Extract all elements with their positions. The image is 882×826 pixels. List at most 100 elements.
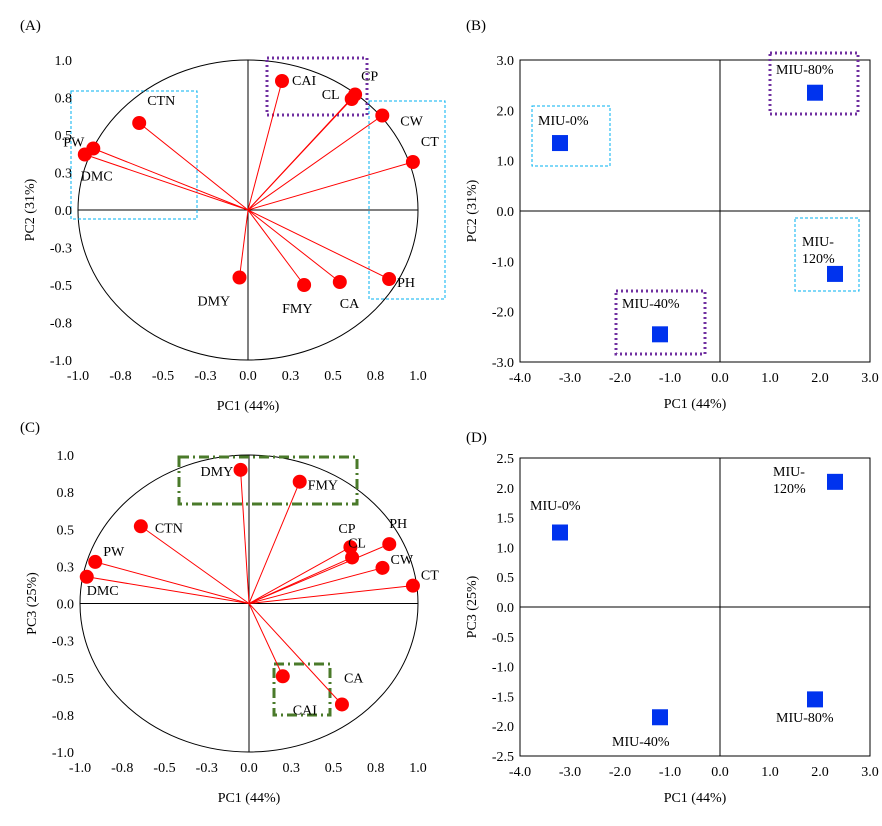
y-tick-label: -0.8 <box>52 709 74 724</box>
y-tick-label: -1.5 <box>492 690 514 705</box>
highlight-box-green-top <box>177 455 359 506</box>
y-axis-title: PC2 (31%) <box>23 178 38 241</box>
highlight-box-cyan-left <box>70 90 198 220</box>
score-label-miu-40pct: MIU-40% <box>622 297 680 312</box>
y-tick-label: 0.3 <box>55 167 73 182</box>
loading-vector-cw <box>248 567 383 604</box>
loading-vector-ctn <box>140 525 250 604</box>
score-point-miu-120pct <box>827 473 843 490</box>
highlight-box-purple <box>265 56 369 117</box>
x-tick-label: -4.0 <box>509 371 531 386</box>
panel-c-label: (C) <box>20 420 40 436</box>
x-tick-label: 0.5 <box>324 369 342 384</box>
loading-vector-dmy <box>239 209 249 278</box>
highlight-box-cyan-miu120 <box>794 217 860 292</box>
x-tick-label: -0.8 <box>109 369 131 384</box>
score-label-miu-120pct: MIU- <box>802 235 834 250</box>
loading-point-ca <box>334 697 349 712</box>
highlight-box-purple-miu40 <box>614 289 707 356</box>
y-tick-label: 2.5 <box>497 452 515 467</box>
score-point-miu-80pct <box>807 691 823 708</box>
loading-label-dmy: DMY <box>198 295 231 310</box>
loading-label-ctn: CTN <box>147 94 175 109</box>
loading-point-fmy <box>292 474 307 489</box>
score-label-miu-40pct: MIU-40% <box>612 735 670 750</box>
loading-vector-ctn <box>138 122 249 211</box>
score-label-miu-0pct: MIU-0% <box>538 114 589 129</box>
loading-point-pw <box>88 554 103 569</box>
loading-label-cp: CP <box>338 522 355 537</box>
y-tick-label: 0.0 <box>497 205 515 220</box>
x-tick-label: -0.5 <box>153 761 175 776</box>
y-axis-title: PC3 (25%) <box>465 575 480 638</box>
x-tick-label: -0.5 <box>152 369 174 384</box>
loading-vector-cl <box>247 98 353 211</box>
y-tick-label: -2.0 <box>492 306 514 321</box>
y-tick-label: 1.0 <box>55 54 73 69</box>
y-tick-label: -0.8 <box>50 317 72 332</box>
y-tick-label: -0.3 <box>52 635 74 650</box>
loading-vector-pw <box>95 561 250 604</box>
panel-d-label: (D) <box>466 430 487 446</box>
y-tick-label: 3.0 <box>497 54 515 69</box>
panel-d-scores-pc1-pc3: MIU-0% MIU- 120% MIU-80% MIU-40% -4.0 -3.0 -2.0… <box>465 452 879 806</box>
x-axis-title: PC1 (44%) <box>217 399 280 414</box>
loading-point-cw <box>375 560 390 575</box>
x-tick-label: 0.5 <box>325 761 343 776</box>
x-tick-label: 0.3 <box>282 369 300 384</box>
loading-label-ct: CT <box>421 569 439 584</box>
loading-label-ph: PH <box>397 276 415 291</box>
loading-vector-ct <box>247 161 414 211</box>
loading-point-cl <box>344 92 359 106</box>
panel-b-label: (B) <box>466 18 486 34</box>
loading-label-ct: CT <box>421 135 439 150</box>
y-tick-label: -1.0 <box>50 354 72 369</box>
loading-point-ctn <box>133 519 148 534</box>
x-tick-label: 1.0 <box>761 371 779 386</box>
loading-label-ca: CA <box>344 671 364 686</box>
y-tick-label: 0.5 <box>497 571 515 586</box>
x-tick-label: -0.8 <box>111 761 133 776</box>
loading-vector-dmy <box>240 469 250 604</box>
y-tick-label: 2.0 <box>497 104 515 119</box>
y-tick-label: -1.0 <box>52 746 74 761</box>
loading-label-pw: PW <box>103 545 125 560</box>
y-tick-label: 0.8 <box>55 92 73 107</box>
y-tick-label: 1.5 <box>497 512 515 527</box>
panel-b-scores-pc1-pc2: MIU-0%MIU-80%MIU-120%MIU-40%-4.0 -3.0 -2.0… <box>465 51 879 412</box>
loading-point-ph <box>382 272 397 286</box>
score-point-miu-80pct <box>807 84 823 101</box>
loading-label-cai: CAI <box>292 74 316 89</box>
highlight-box-green-bottom <box>272 662 332 717</box>
panel-c-loadings-pc1-pc3: DMY FMY CTN CP PH CL CW CT PW DMC CAI CA -1.0 -0.8 -0.… <box>25 449 439 806</box>
loading-vector-cw <box>247 115 383 211</box>
x-tick-label: 1.0 <box>409 369 427 384</box>
x-tick-label: -3.0 <box>559 371 581 386</box>
loading-point-cl <box>345 550 360 565</box>
x-tick-label: -1.0 <box>67 369 89 384</box>
x-axis-title: PC1 (44%) <box>218 791 281 806</box>
loading-label-pw: PW <box>63 136 85 151</box>
x-tick-label: -1.0 <box>659 765 681 780</box>
loading-vector-ct <box>248 585 413 604</box>
loading-label-cw: CW <box>400 115 423 130</box>
loading-label-dmy: DMY <box>201 465 234 480</box>
loading-label-dmc: DMC <box>87 584 119 599</box>
score-label-miu-80pct: MIU-80% <box>776 63 834 78</box>
x-tick-label: 0.0 <box>711 371 729 386</box>
loading-vector-fmy <box>247 209 305 286</box>
loading-vector-cai <box>248 603 284 677</box>
loading-vector-cl <box>248 557 353 604</box>
loading-point-cp <box>343 540 358 555</box>
loading-label-cl: CL <box>348 536 366 551</box>
loading-label-ctn: CTN <box>155 521 183 536</box>
loading-point-cai <box>275 669 290 684</box>
loading-vector-ca <box>247 209 341 283</box>
x-tick-label: 3.0 <box>861 765 879 780</box>
y-tick-label: 0.0 <box>55 204 73 219</box>
loading-label-fmy: FMY <box>308 479 338 494</box>
loading-label-dmc: DMC <box>81 170 113 185</box>
y-axis-title: PC2 (31%) <box>465 179 480 242</box>
loading-vector-dmc <box>86 576 250 604</box>
